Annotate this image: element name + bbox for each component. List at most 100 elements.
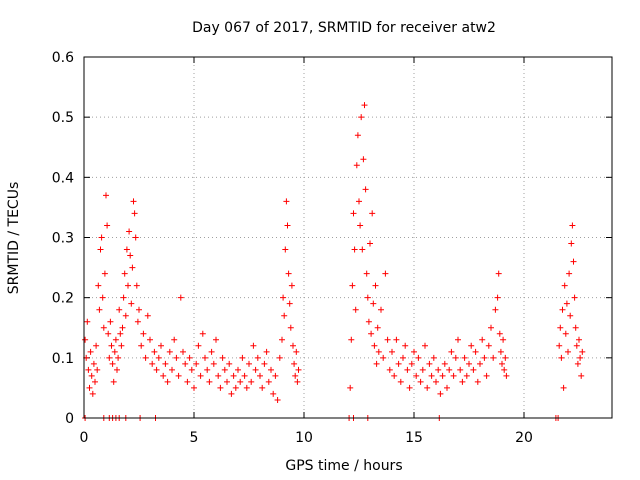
data-point bbox=[184, 378, 191, 385]
data-point bbox=[285, 270, 292, 277]
data-point bbox=[134, 318, 141, 325]
data-point bbox=[274, 396, 281, 403]
data-point bbox=[347, 384, 354, 391]
data-point bbox=[279, 336, 285, 343]
data-point bbox=[259, 384, 266, 391]
y-tick-label: 0.2 bbox=[52, 291, 74, 307]
data-point bbox=[572, 324, 579, 331]
data-point bbox=[105, 330, 112, 337]
data-point bbox=[362, 186, 369, 193]
data-point bbox=[224, 378, 230, 385]
data-point bbox=[246, 360, 252, 367]
data-point bbox=[450, 372, 457, 379]
data-point bbox=[226, 360, 233, 367]
data-point bbox=[571, 294, 578, 301]
data-point bbox=[365, 318, 372, 325]
data-point bbox=[284, 222, 291, 229]
data-point bbox=[382, 270, 389, 277]
data-point bbox=[411, 348, 417, 355]
data-point bbox=[160, 372, 167, 379]
y-tick-label: 0.3 bbox=[52, 231, 74, 247]
data-point bbox=[89, 390, 96, 397]
data-point bbox=[499, 360, 505, 367]
y-tick-label: 0.1 bbox=[52, 351, 74, 367]
data-point bbox=[199, 330, 206, 337]
data-point bbox=[419, 366, 426, 373]
data-point bbox=[241, 372, 248, 379]
data-point bbox=[428, 372, 435, 379]
data-point bbox=[354, 132, 361, 139]
data-point bbox=[169, 366, 175, 373]
data-point bbox=[433, 378, 439, 385]
data-point bbox=[424, 384, 431, 391]
data-point bbox=[353, 162, 360, 169]
data-point bbox=[452, 354, 459, 361]
x-tick-label: 10 bbox=[295, 430, 313, 446]
data-point bbox=[437, 390, 444, 397]
data-point bbox=[202, 354, 208, 361]
data-point bbox=[292, 372, 299, 379]
data-point bbox=[99, 294, 106, 301]
data-point bbox=[490, 354, 497, 361]
data-point bbox=[565, 348, 571, 355]
data-point bbox=[130, 198, 137, 205]
data-point bbox=[368, 330, 375, 337]
data-point bbox=[109, 360, 116, 367]
data-point bbox=[250, 342, 257, 349]
data-point bbox=[397, 378, 404, 385]
data-point bbox=[252, 366, 259, 373]
data-point bbox=[197, 372, 204, 379]
data-point bbox=[186, 354, 193, 361]
data-point bbox=[121, 270, 128, 277]
data-point bbox=[268, 366, 274, 373]
data-point bbox=[92, 378, 98, 385]
data-point bbox=[104, 222, 111, 229]
data-point bbox=[371, 342, 378, 349]
data-point bbox=[441, 360, 448, 367]
x-axis-label: GPS time / hours bbox=[285, 458, 402, 474]
data-point bbox=[413, 372, 420, 379]
data-point bbox=[101, 270, 108, 277]
data-point bbox=[166, 348, 173, 355]
data-point bbox=[502, 354, 509, 361]
data-point bbox=[87, 348, 94, 355]
y-tick-label: 0.6 bbox=[52, 50, 74, 66]
data-point bbox=[363, 270, 370, 277]
data-point bbox=[393, 336, 400, 343]
data-point bbox=[415, 354, 422, 361]
data-point bbox=[503, 372, 510, 379]
data-point bbox=[136, 306, 142, 313]
data-point bbox=[466, 360, 472, 367]
data-point bbox=[380, 354, 387, 361]
data-point bbox=[228, 390, 235, 397]
data-point bbox=[560, 384, 567, 391]
data-point bbox=[430, 354, 437, 361]
data-point bbox=[566, 270, 573, 277]
data-point bbox=[131, 210, 138, 217]
data-point bbox=[402, 342, 409, 349]
data-point bbox=[153, 366, 160, 373]
data-point bbox=[117, 330, 124, 337]
data-point bbox=[570, 258, 577, 265]
data-point bbox=[158, 342, 164, 349]
data-point bbox=[576, 336, 582, 343]
data-point bbox=[358, 114, 365, 121]
data-point bbox=[122, 312, 129, 319]
y-tick-label: 0.5 bbox=[52, 110, 74, 126]
data-point bbox=[95, 282, 102, 289]
data-point bbox=[149, 360, 156, 367]
x-tick-label: 5 bbox=[190, 430, 199, 446]
data-point bbox=[468, 342, 475, 349]
data-point bbox=[439, 372, 446, 379]
data-points bbox=[82, 102, 586, 421]
data-point bbox=[567, 312, 574, 319]
data-point bbox=[221, 366, 228, 373]
data-point bbox=[485, 342, 492, 349]
data-point bbox=[375, 348, 382, 355]
data-point bbox=[254, 354, 261, 361]
data-point bbox=[294, 378, 301, 385]
data-point bbox=[293, 348, 300, 355]
data-point bbox=[177, 294, 184, 301]
data-point bbox=[114, 366, 120, 373]
data-point bbox=[455, 336, 461, 343]
